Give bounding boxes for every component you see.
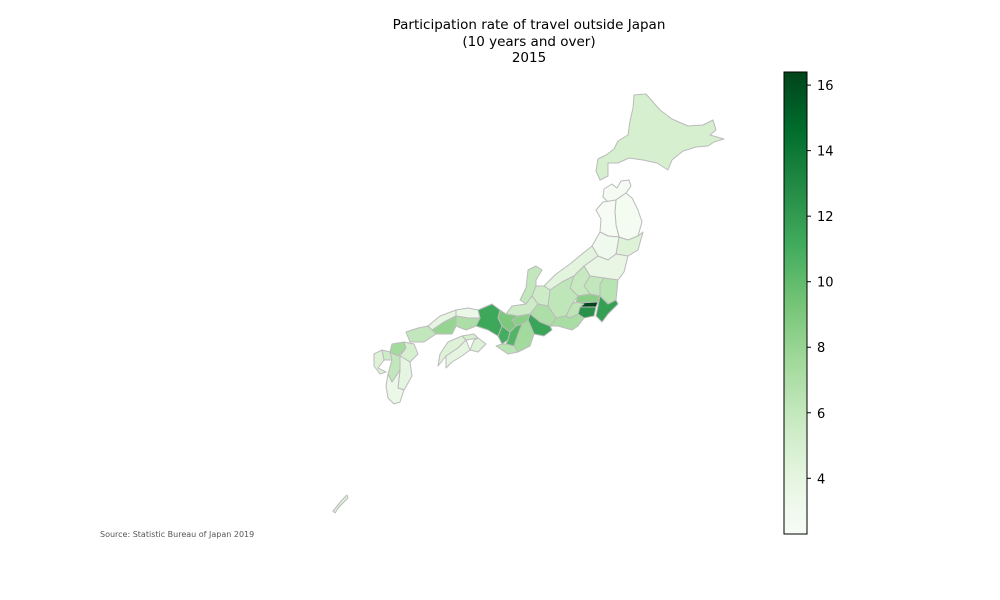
map-title: Participation rate of travel outside Jap…	[329, 17, 729, 67]
region-nara	[505, 323, 523, 347]
title-line-1: Participation rate of travel outside Jap…	[392, 17, 666, 33]
colorbar-tick-label: 8	[817, 341, 825, 356]
colorbar-tick-label: 4	[817, 472, 825, 487]
region-fukuoka	[389, 341, 407, 357]
region-kochi	[445, 339, 471, 369]
title-line-3: 2015	[511, 50, 547, 66]
colorbar-tick-label: 6	[817, 407, 825, 422]
source-note: Source: Statistic Bureau of Japan 2019	[100, 530, 255, 539]
colorbar-gradient	[783, 71, 808, 535]
region-wakayama	[495, 343, 519, 355]
region-nagasaki	[373, 349, 387, 375]
colorbar-tick-label: 14	[817, 145, 834, 160]
region-yamaguchi	[405, 325, 437, 343]
colorbar-tick-label: 10	[817, 276, 834, 291]
title-line-2: (10 years and over)	[462, 33, 596, 50]
region-tokushima	[469, 337, 487, 353]
region-ishikawa	[519, 265, 543, 305]
region-okinawa	[332, 494, 349, 514]
region-chiba	[595, 295, 619, 323]
region-kagoshima	[385, 369, 405, 405]
region-hokkaido	[595, 93, 725, 181]
colorbar-tick-label: 12	[817, 210, 834, 225]
colorbar-ticks: 4 6 8 10 12 14 16	[807, 79, 834, 487]
colorbar-tick-label: 16	[817, 79, 834, 94]
region-shizuoka	[549, 313, 585, 331]
